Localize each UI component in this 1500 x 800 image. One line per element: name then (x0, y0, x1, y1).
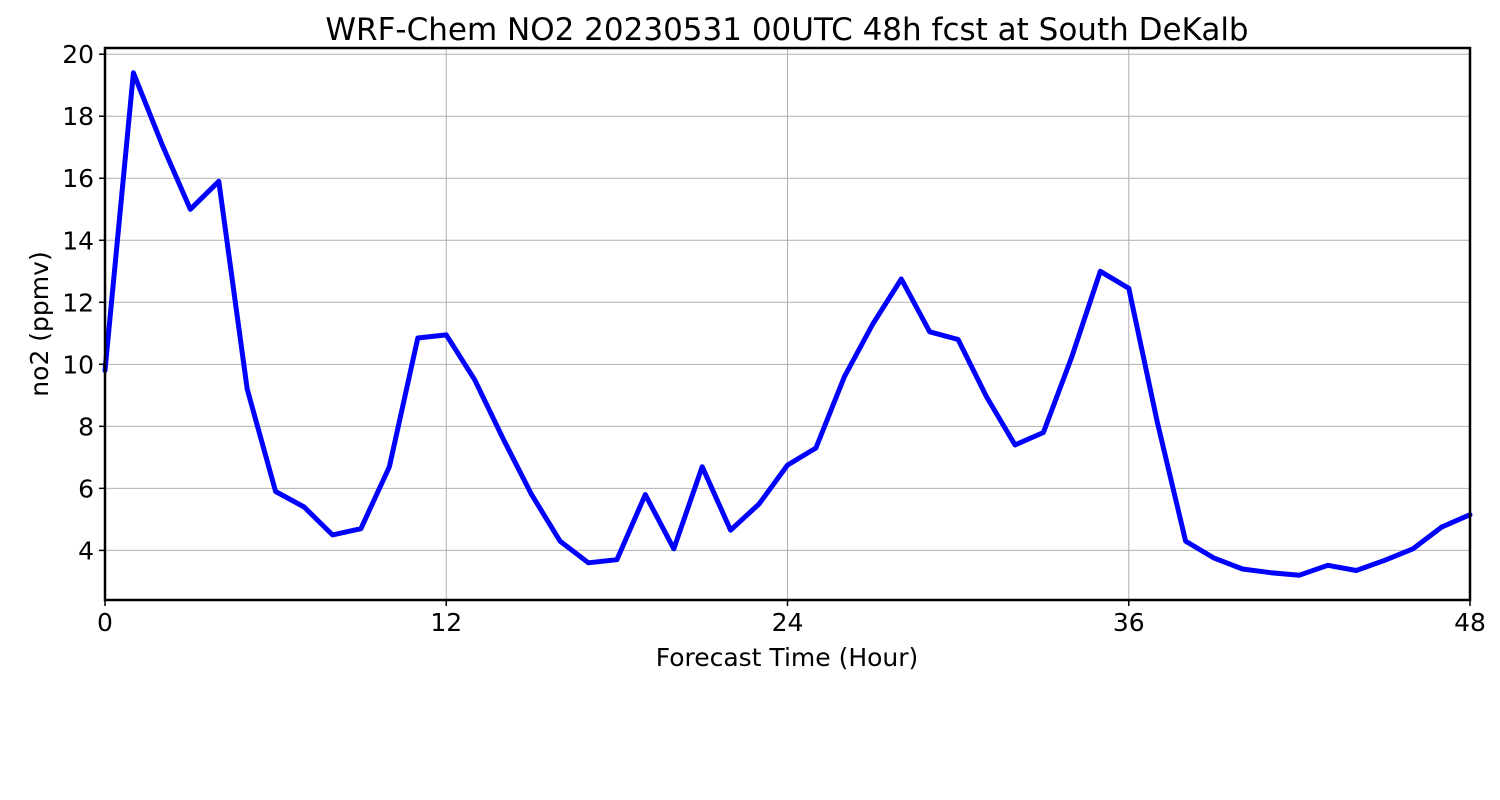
x-tick-label: 12 (430, 608, 462, 637)
y-tick-label: 14 (62, 226, 94, 255)
no2-series-line (102, 70, 1473, 578)
x-tick-label: 36 (1113, 608, 1145, 637)
y-axis-label: no2 (ppmv) (25, 251, 54, 396)
y-tick-label: 4 (78, 536, 94, 565)
grid (104, 48, 1471, 600)
y-tick-label: 16 (62, 164, 94, 193)
chart-title: WRF-Chem NO2 20230531 00UTC 48h fcst at … (325, 12, 1248, 48)
y-tick-label: 20 (62, 40, 94, 69)
x-tick-label: 0 (97, 608, 113, 637)
y-tick-label: 18 (62, 102, 94, 131)
y-tick-label: 10 (62, 350, 94, 379)
y-tick-label: 6 (78, 474, 94, 503)
y-tick-label: 12 (62, 288, 94, 317)
y-tick-label: 8 (78, 412, 94, 441)
x-tick-label: 48 (1454, 608, 1486, 637)
x-tick-label: 24 (772, 608, 804, 637)
ticks: 0 12 24 36 48 4 6 8 10 12 14 16 18 20 (62, 40, 1486, 637)
x-axis-label: Forecast Time (Hour) (656, 643, 919, 672)
series-layer (102, 70, 1473, 578)
